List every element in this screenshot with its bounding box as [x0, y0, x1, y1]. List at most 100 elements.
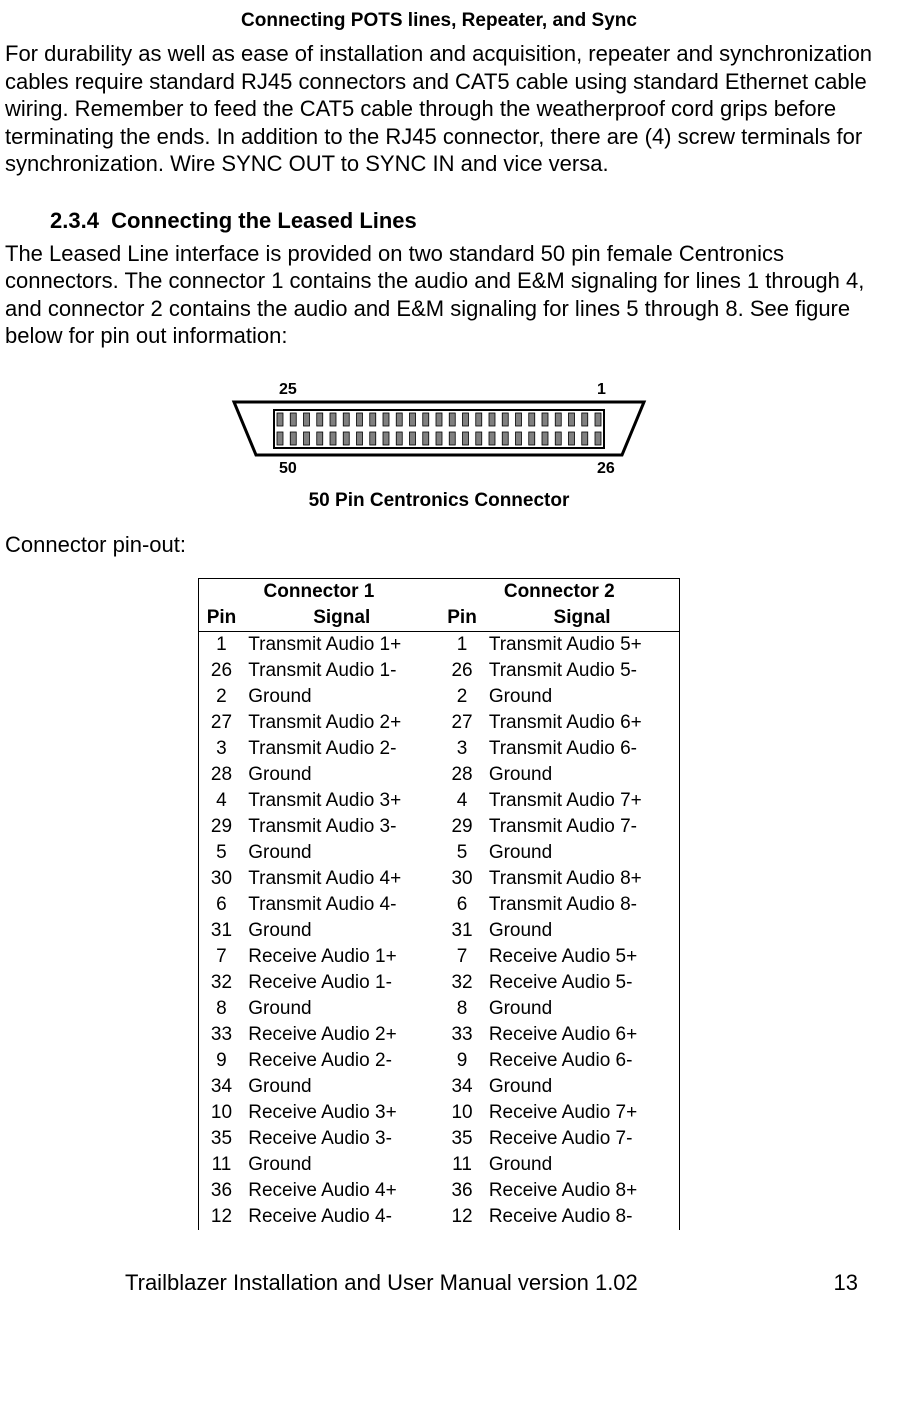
signal-cell: Ground — [485, 1074, 680, 1100]
pin-label-1: 1 — [597, 381, 606, 398]
signal-cell: Receive Audio 1+ — [244, 944, 439, 970]
table-row: 5Ground5Ground — [198, 840, 680, 866]
page-header: Connecting POTS lines, Repeater, and Syn… — [5, 10, 873, 32]
signal-cell: Transmit Audio 5- — [485, 658, 680, 684]
signal-cell: Transmit Audio 3- — [244, 814, 439, 840]
table-row: 10Receive Audio 3+10Receive Audio 7+ — [198, 1100, 680, 1126]
col-pin-1: Pin — [198, 605, 244, 632]
signal-cell: Receive Audio 8+ — [485, 1178, 680, 1204]
pin-label-25: 25 — [279, 381, 297, 398]
pin-cell: 10 — [439, 1100, 485, 1126]
pin-cell: 33 — [198, 1022, 244, 1048]
intro-paragraph: For durability as well as ease of instal… — [5, 40, 873, 178]
signal-cell: Transmit Audio 2+ — [244, 710, 439, 736]
pin-cell: 29 — [198, 814, 244, 840]
signal-cell: Transmit Audio 1+ — [244, 631, 439, 658]
pin-cell: 8 — [198, 996, 244, 1022]
pin-cell: 27 — [198, 710, 244, 736]
signal-cell: Ground — [244, 1074, 439, 1100]
pin-cell: 32 — [439, 970, 485, 996]
pin-cell: 27 — [439, 710, 485, 736]
pin-cell: 26 — [198, 658, 244, 684]
signal-cell: Receive Audio 1- — [244, 970, 439, 996]
pin-cell: 7 — [198, 944, 244, 970]
subsection-title: Connecting the Leased Lines — [111, 208, 417, 233]
pin-cell: 28 — [439, 762, 485, 788]
pin-cell: 5 — [439, 840, 485, 866]
leased-paragraph: The Leased Line interface is provided on… — [5, 240, 873, 350]
signal-cell: Transmit Audio 4- — [244, 892, 439, 918]
pin-cell: 34 — [439, 1074, 485, 1100]
header-connector-1: Connector 1 — [198, 578, 439, 605]
table-row: 29Transmit Audio 3-29Transmit Audio 7- — [198, 814, 680, 840]
signal-cell: Ground — [244, 762, 439, 788]
table-row: 32Receive Audio 1-32Receive Audio 5- — [198, 970, 680, 996]
pin-cell: 35 — [439, 1126, 485, 1152]
signal-cell: Receive Audio 5+ — [485, 944, 680, 970]
table-row: 1Transmit Audio 1+1Transmit Audio 5+ — [198, 631, 680, 658]
signal-cell: Transmit Audio 1- — [244, 658, 439, 684]
pin-label-50: 50 — [279, 460, 297, 475]
signal-cell: Receive Audio 5- — [485, 970, 680, 996]
col-signal-2: Signal — [485, 605, 680, 632]
page-footer: Trailblazer Installation and User Manual… — [5, 1270, 873, 1296]
signal-cell: Transmit Audio 3+ — [244, 788, 439, 814]
signal-cell: Receive Audio 2+ — [244, 1022, 439, 1048]
signal-cell: Transmit Audio 7- — [485, 814, 680, 840]
pin-cell: 3 — [198, 736, 244, 762]
signal-cell: Ground — [485, 684, 680, 710]
signal-cell: Receive Audio 3+ — [244, 1100, 439, 1126]
table-row: 34Ground34Ground — [198, 1074, 680, 1100]
table-row: 26Transmit Audio 1-26Transmit Audio 5- — [198, 658, 680, 684]
pin-cell: 33 — [439, 1022, 485, 1048]
pin-cell: 5 — [198, 840, 244, 866]
connector-figure: 25 1 50 26 — [5, 380, 873, 480]
col-pin-2: Pin — [439, 605, 485, 632]
table-row: 9Receive Audio 2-9Receive Audio 6- — [198, 1048, 680, 1074]
pin-cell: 4 — [439, 788, 485, 814]
pin-cell: 31 — [439, 918, 485, 944]
pin-cell: 2 — [198, 684, 244, 710]
signal-cell: Receive Audio 8- — [485, 1204, 680, 1230]
pin-cell: 2 — [439, 684, 485, 710]
signal-cell: Receive Audio 4+ — [244, 1178, 439, 1204]
pinout-intro: Connector pin-out: — [5, 532, 873, 558]
signal-cell: Receive Audio 3- — [244, 1126, 439, 1152]
signal-cell: Receive Audio 2- — [244, 1048, 439, 1074]
col-signal-1: Signal — [244, 605, 439, 632]
figure-caption: 50 Pin Centronics Connector — [5, 490, 873, 512]
pin-cell: 11 — [198, 1152, 244, 1178]
signal-cell: Transmit Audio 8+ — [485, 866, 680, 892]
signal-cell: Transmit Audio 7+ — [485, 788, 680, 814]
pin-cell: 35 — [198, 1126, 244, 1152]
signal-cell: Transmit Audio 2- — [244, 736, 439, 762]
table-row: 6Transmit Audio 4-6Transmit Audio 8- — [198, 892, 680, 918]
pin-cell: 4 — [198, 788, 244, 814]
pin-cell: 11 — [439, 1152, 485, 1178]
signal-cell: Ground — [485, 1152, 680, 1178]
signal-cell: Receive Audio 6+ — [485, 1022, 680, 1048]
table-row: 11Ground11Ground — [198, 1152, 680, 1178]
signal-cell: Ground — [244, 1152, 439, 1178]
pin-cell: 31 — [198, 918, 244, 944]
footer-page-number: 13 — [834, 1270, 858, 1296]
signal-cell: Transmit Audio 6- — [485, 736, 680, 762]
table-row: 31Ground31Ground — [198, 918, 680, 944]
signal-cell: Ground — [244, 918, 439, 944]
header-connector-2: Connector 2 — [439, 578, 680, 605]
subsection-heading: 2.3.4 Connecting the Leased Lines — [50, 208, 873, 234]
pin-label-26: 26 — [597, 460, 615, 475]
table-row: 3Transmit Audio 2-3Transmit Audio 6- — [198, 736, 680, 762]
pin-cell: 30 — [198, 866, 244, 892]
signal-cell: Ground — [485, 996, 680, 1022]
table-row: 2Ground2Ground — [198, 684, 680, 710]
pin-cell: 6 — [439, 892, 485, 918]
pin-cell: 36 — [198, 1178, 244, 1204]
table-row: 8Ground8Ground — [198, 996, 680, 1022]
pin-cell: 9 — [198, 1048, 244, 1074]
signal-cell: Transmit Audio 4+ — [244, 866, 439, 892]
pinout-body: 1Transmit Audio 1+1Transmit Audio 5+26Tr… — [198, 631, 680, 1230]
table-row: 35Receive Audio 3-35Receive Audio 7- — [198, 1126, 680, 1152]
pin-cell: 8 — [439, 996, 485, 1022]
pin-cell: 36 — [439, 1178, 485, 1204]
